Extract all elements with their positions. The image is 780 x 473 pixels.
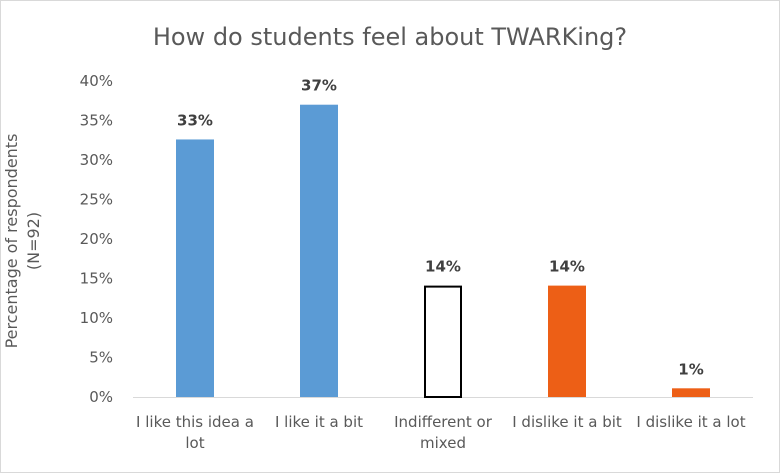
y-tick-label: 35% xyxy=(80,112,113,130)
bar xyxy=(176,139,214,397)
y-tick-label: 40% xyxy=(80,72,113,90)
data-label: 33% xyxy=(177,111,213,129)
data-label: 1% xyxy=(678,360,703,378)
chart-title: How do students feel about TWARKing? xyxy=(152,23,628,51)
bar xyxy=(672,388,710,397)
y-tick-label: 25% xyxy=(80,191,113,209)
data-label: 14% xyxy=(425,258,461,276)
y-tick-label: 20% xyxy=(80,230,113,248)
y-tick-label: 5% xyxy=(89,349,113,367)
data-label: 14% xyxy=(549,258,585,276)
x-tick-label: I dislike it a lot xyxy=(636,413,745,431)
bar xyxy=(300,104,338,397)
y-tick-label: 0% xyxy=(89,388,113,406)
x-tick-label: I like it a bit xyxy=(275,413,363,431)
y-tick-label: 30% xyxy=(80,151,113,169)
x-tick-label: Indifferent or mixed xyxy=(394,413,493,452)
x-tick-label: I dislike it a bit xyxy=(512,413,622,431)
y-tick-label: 10% xyxy=(80,309,113,327)
bar xyxy=(424,285,462,398)
x-tick-label: I like this idea a lot xyxy=(136,413,254,452)
y-tick-label: 15% xyxy=(80,270,113,288)
data-label: 37% xyxy=(301,77,337,95)
bar xyxy=(548,285,586,397)
